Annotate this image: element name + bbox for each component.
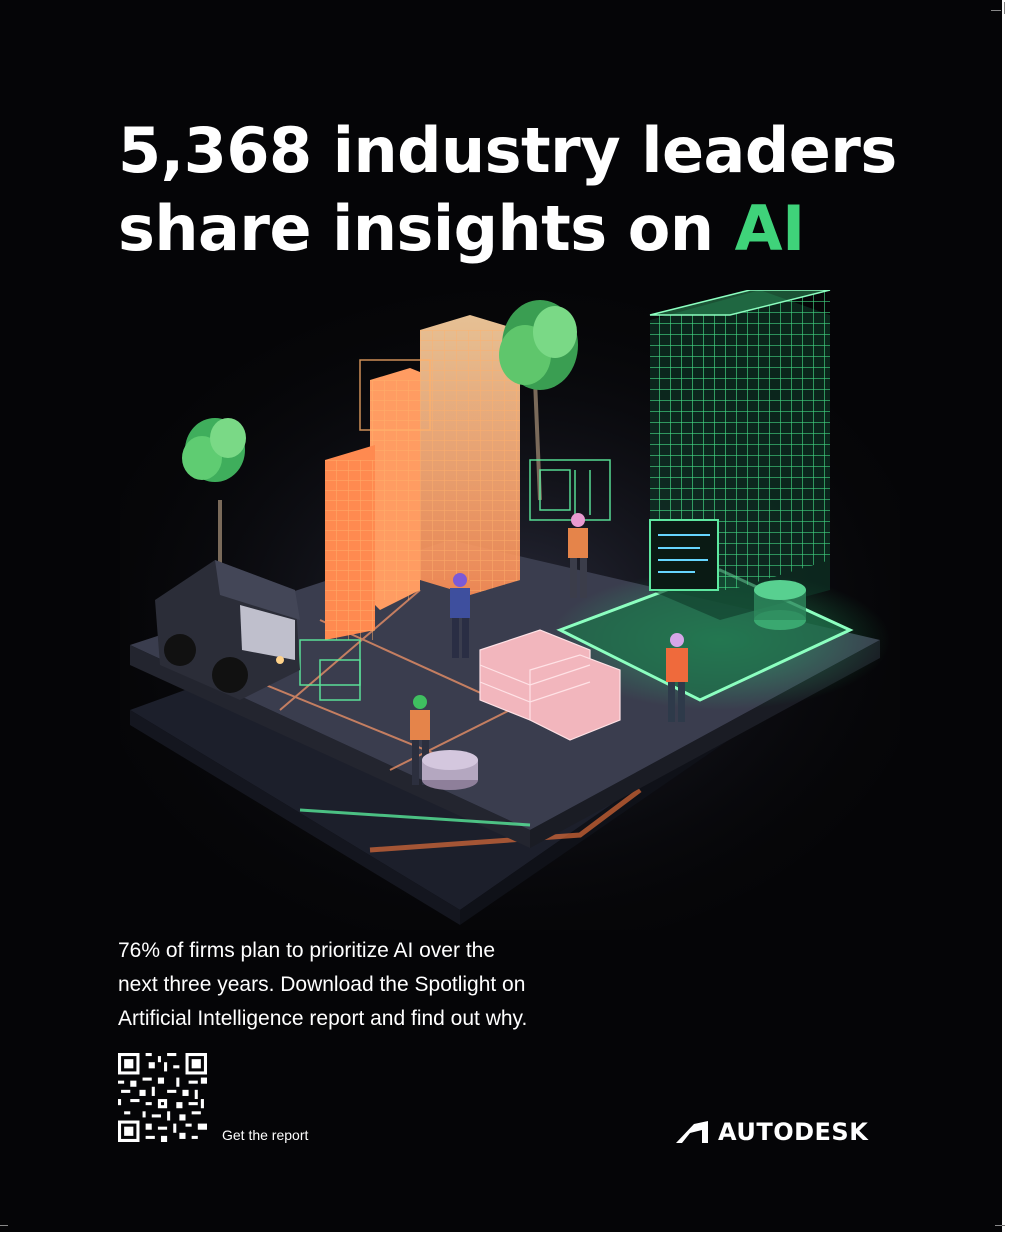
- machinery-wireframe-icon: [299, 459, 611, 701]
- truck-icon: [155, 560, 300, 700]
- worker-icon: [568, 513, 588, 598]
- qr-caption[interactable]: Get the report: [222, 1127, 309, 1143]
- green-tower-icon: [649, 290, 831, 620]
- headline-accent-ai: AI: [734, 192, 806, 265]
- crop-mark: [991, 10, 1001, 11]
- body-copy: 76% of firms plan to prioritize AI over …: [118, 934, 618, 1036]
- tank-icon: [754, 580, 806, 630]
- autodesk-logo-icon: [676, 1121, 708, 1143]
- qr-code-icon[interactable]: [118, 1053, 207, 1142]
- brand-name: AUTODESK: [718, 1118, 869, 1146]
- orange-towers-icon: [325, 315, 520, 640]
- tree-icon: [499, 300, 578, 501]
- body-copy-line-3: Artificial Intelligence report and find …: [118, 1007, 528, 1030]
- body-copy-line-2: next three years. Download the Spotlight…: [118, 973, 526, 996]
- equipment-icon: [422, 750, 478, 790]
- crates-icon: [479, 629, 621, 741]
- crop-mark: [0, 1225, 8, 1226]
- isometric-city-illustration: [120, 290, 900, 930]
- tree-icon: [182, 418, 246, 580]
- headline-line-1: 5,368 industry leaders: [118, 114, 897, 187]
- worker-icon: [450, 573, 470, 658]
- crop-mark: [995, 1225, 1005, 1226]
- headline-line-2-prefix: share insights on: [118, 192, 735, 265]
- body-copy-line-1: 76% of firms plan to prioritize AI over …: [118, 939, 496, 962]
- crop-mark: [1004, 2, 1005, 14]
- worker-icon: [666, 633, 688, 722]
- brand: AUTODESK: [676, 1118, 868, 1146]
- headline: 5,368 industry leaders share insights on…: [118, 112, 897, 268]
